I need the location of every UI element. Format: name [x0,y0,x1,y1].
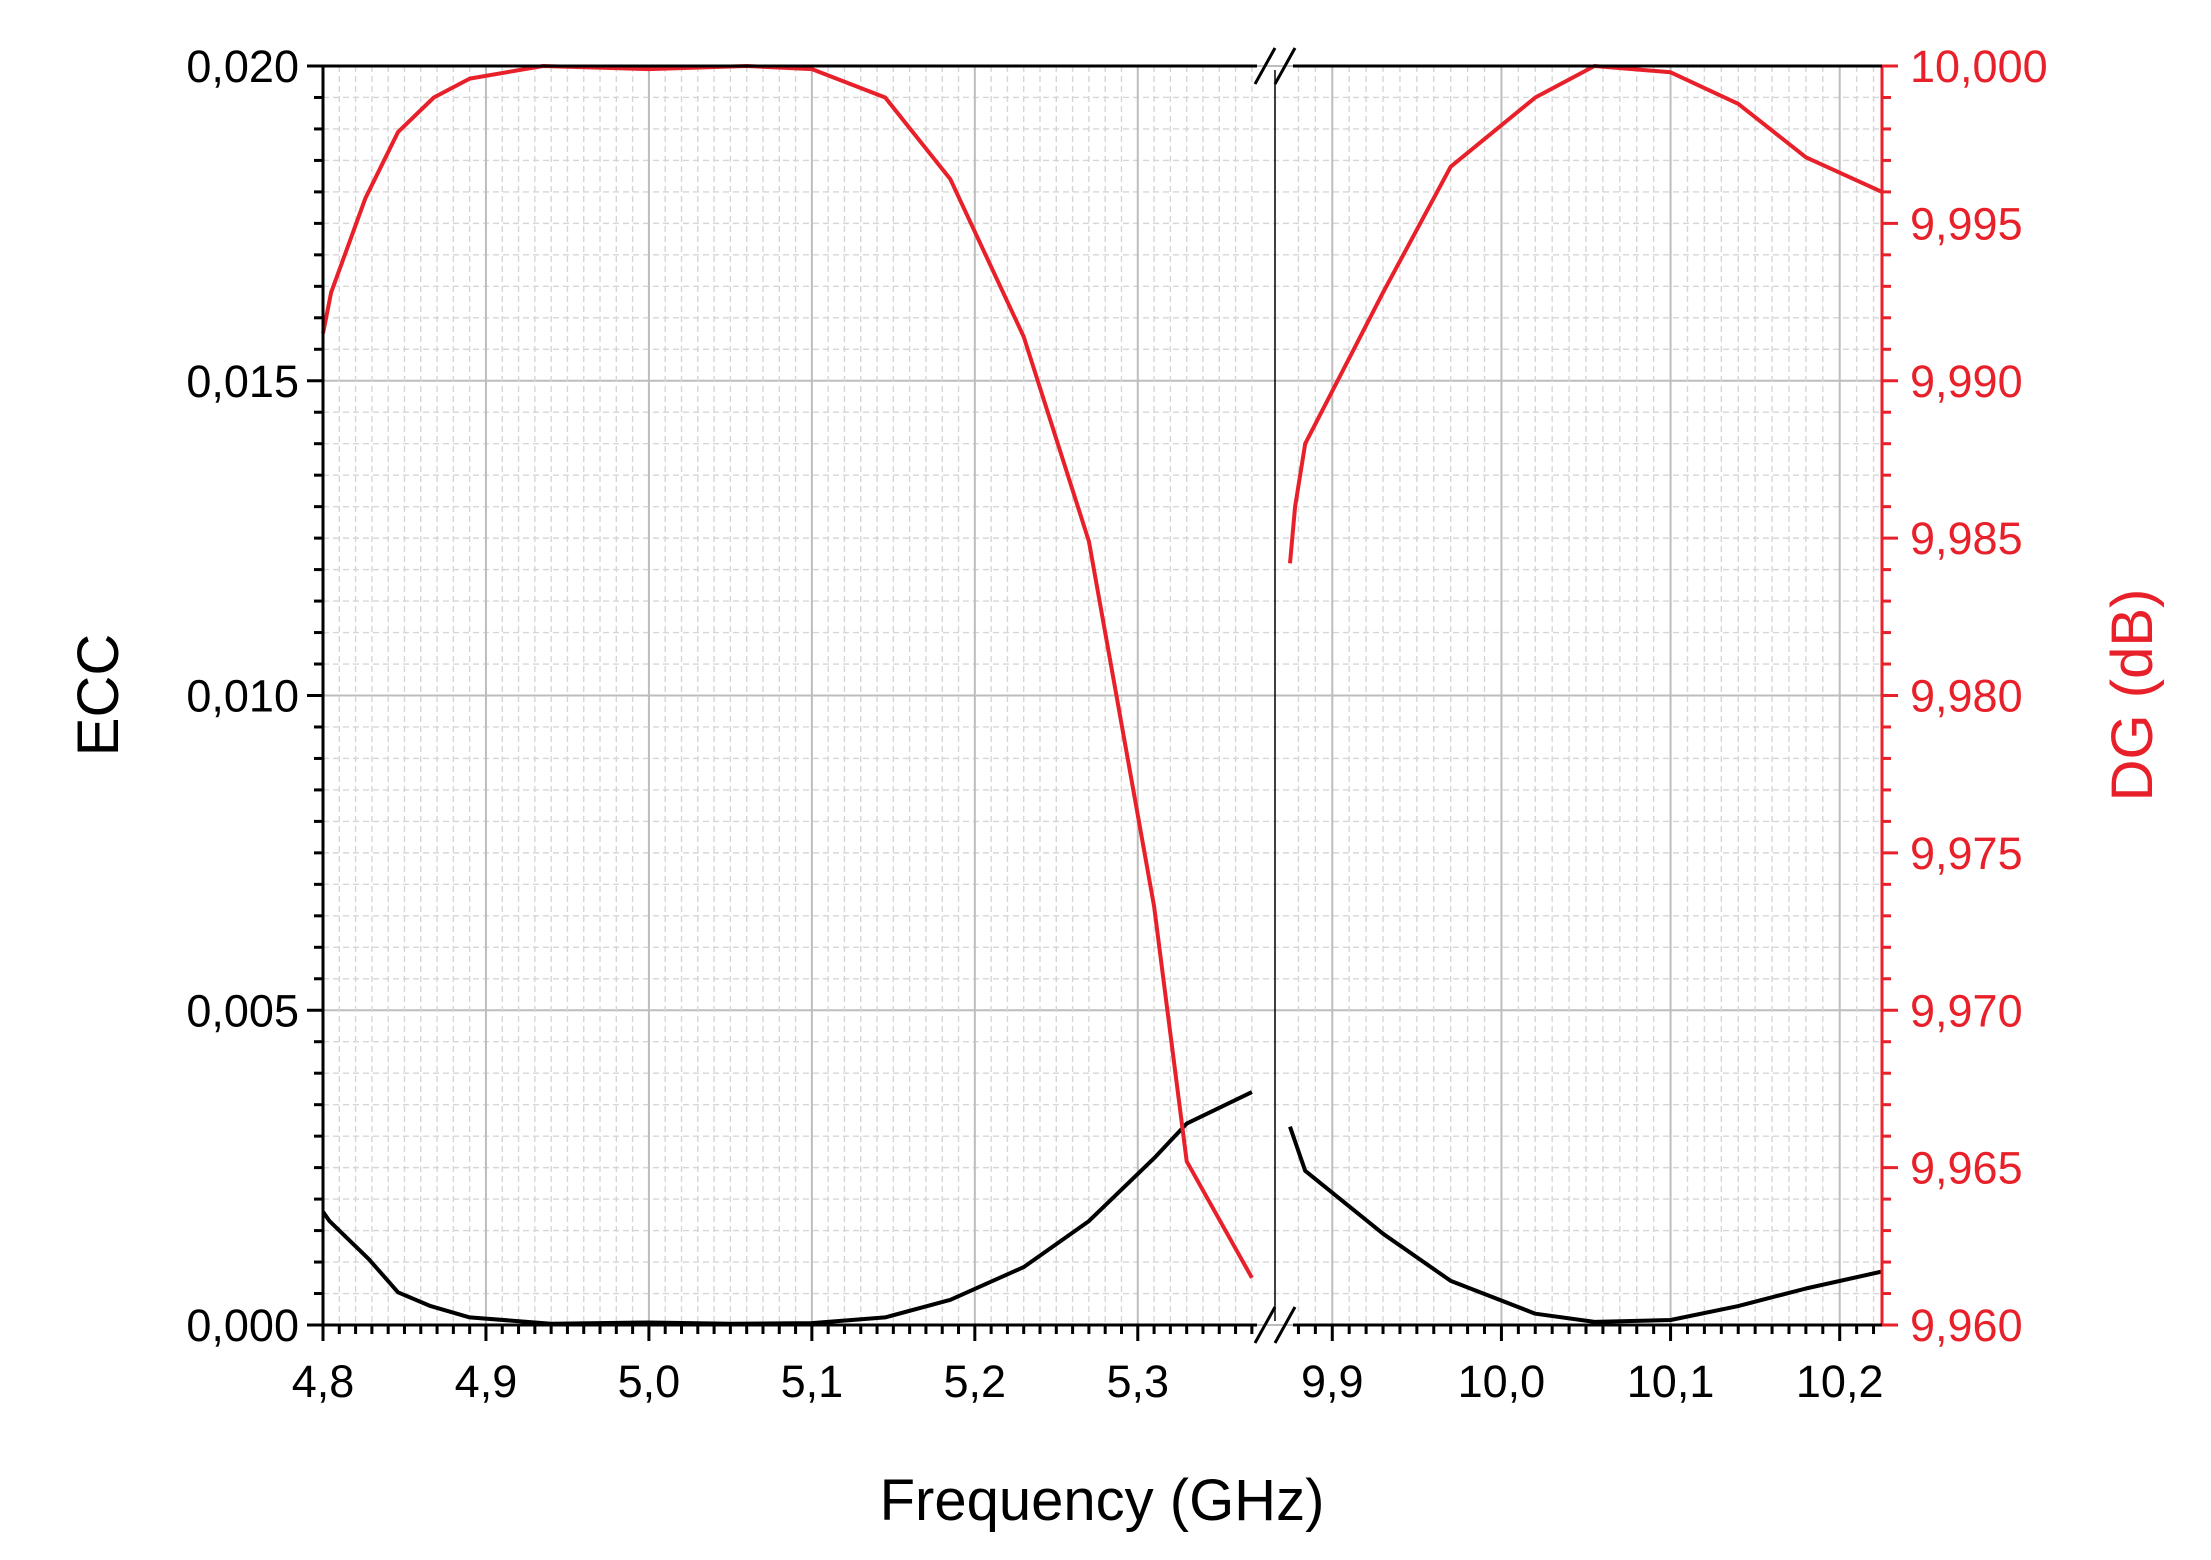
x-tick-label: 5,1 [781,1356,844,1407]
left-y-tick-label: 0,020 [186,41,299,92]
right-y-tick-label: 9,975 [1910,828,2023,879]
ecc-line [321,1090,1253,1326]
ecc-line [1288,1126,1883,1324]
dg-line [321,64,1254,1279]
axis-break-marker [1253,47,1277,85]
right-y-tick-label: 9,980 [1910,671,2023,722]
x-tick-label: 4,9 [455,1356,518,1407]
axis-break-marker [1273,47,1297,85]
grid [322,65,1882,1326]
right-y-tick-label: 9,995 [1910,198,2023,249]
x-axis-title: Frequency (GHz) [880,1468,1325,1533]
right-y-tick-label: 9,990 [1910,356,2023,407]
tick-labels: 0,000 0,005 0,010 0,015 0,020 9,960 9,965 9,970… [186,41,2047,1407]
left-y-tick-label: 0,005 [186,985,299,1036]
x-tick-label: 9,9 [1301,1356,1364,1407]
left-y-axis-title: ECC [66,634,131,756]
right-y-tick-label: 9,960 [1910,1300,2023,1351]
x-tick-label: 5,3 [1107,1356,1170,1407]
x-tick-label: 10,0 [1458,1356,1546,1407]
axis-break-marker [1273,1306,1297,1344]
ticks [307,64,1898,1341]
left-y-tick-label: 0,015 [186,356,299,407]
right-y-axis-title: DG (dB) [2100,589,2165,802]
x-tick-label: 5,2 [944,1356,1007,1407]
right-y-tick-label: 9,985 [1910,513,2023,564]
x-tick-label: 10,1 [1627,1356,1715,1407]
right-y-tick-label: 9,965 [1910,1143,2023,1194]
dg-line [1288,64,1883,564]
x-tick-label: 5,0 [618,1356,681,1407]
x-tick-label: 10,2 [1796,1356,1884,1407]
axis-break-marker [1253,1306,1277,1344]
right-y-tick-label: 9,970 [1910,985,2023,1036]
right-y-tick-label: 10,000 [1910,41,2048,92]
left-y-tick-label: 0,010 [186,671,299,722]
x-tick-label: 4,8 [292,1356,355,1407]
left-y-tick-label: 0,000 [186,1300,299,1351]
